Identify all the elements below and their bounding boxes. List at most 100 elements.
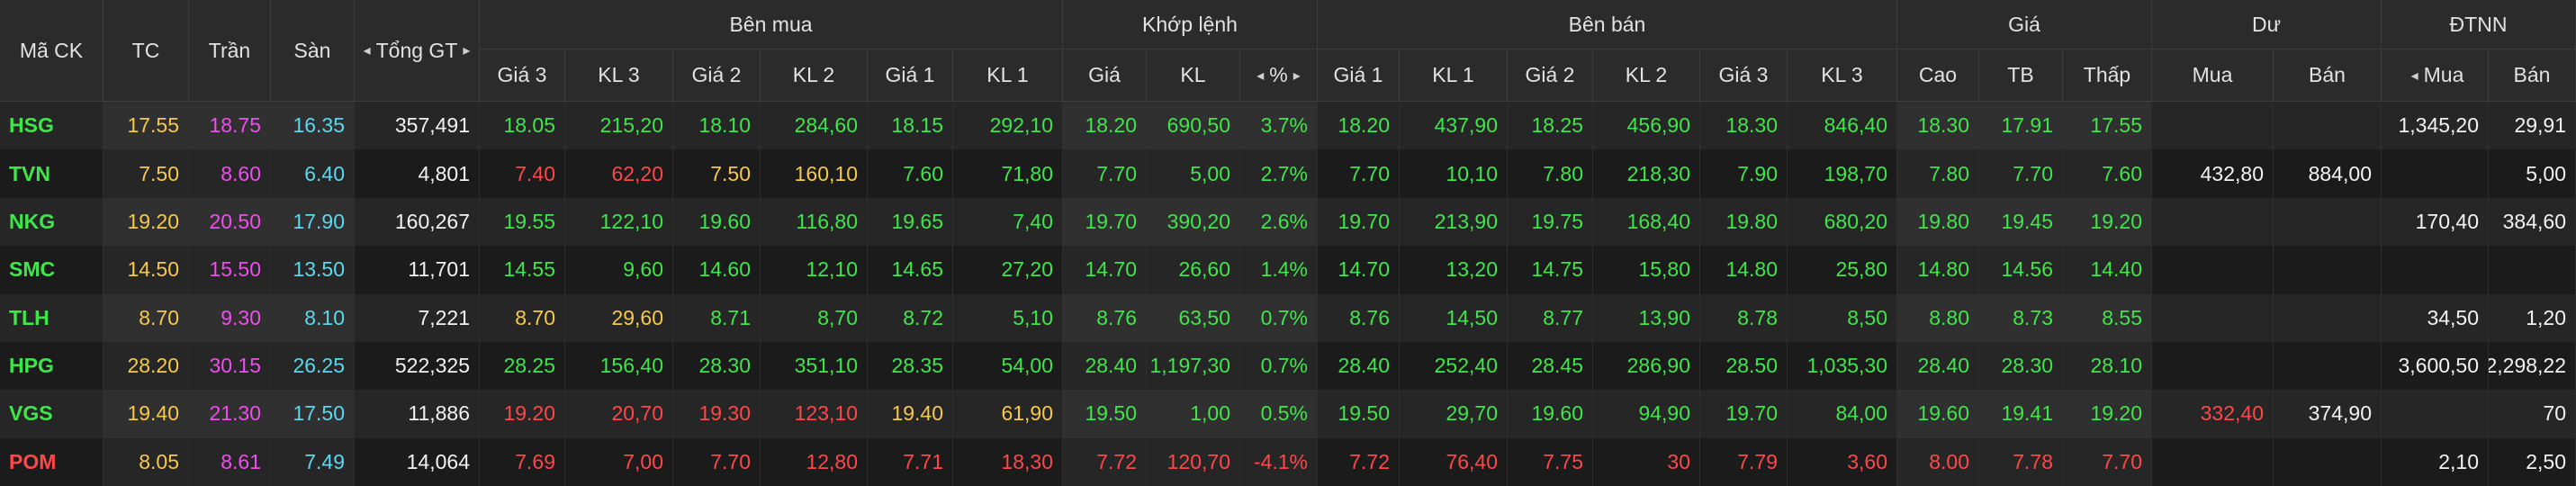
price-cell: 61,90 [953,390,1063,438]
cell-text: 14.55 [503,257,555,282]
scroll-arrow[interactable]: ▸ [463,43,471,58]
price-cell: 19.20 [104,197,189,247]
price-cell: 7.69 [480,437,565,486]
price-cell: 8.73 [1979,293,2063,342]
price-cell: 18,30 [953,437,1063,486]
cell-text: 0.7% [1260,354,1308,378]
price-cell: 28.40 [1063,341,1147,391]
price-cell: 213,90 [1400,197,1508,247]
price-cell: 1,197,30 [1147,341,1240,391]
price-cell: 15.50 [189,246,271,294]
price-cell [2274,437,2382,486]
price-cell: 3,600,50 [2382,341,2489,391]
price-cell: 122,10 [565,197,673,247]
cell-text: 3,600,50 [2398,354,2479,378]
cell-text: 160,267 [394,209,470,233]
price-cell: 9,60 [565,246,673,294]
price-cell: 2.7% [1240,149,1318,198]
cell-text: 19.80 [1725,209,1778,233]
cell-text: 384,60 [2502,209,2566,233]
price-cell: 0.7% [1240,293,1318,342]
price-cell: 846,40 [1788,102,1897,150]
price-cell: 28.30 [1979,341,2063,391]
cell-text: Bên mua [729,12,813,36]
cell-text: 680,20 [1824,209,1887,233]
price-cell: 5,10 [953,293,1063,342]
cell-text: 19.20 [127,209,179,233]
column-header: Giá 2 [673,50,761,102]
column-header: KL 3 [1788,50,1897,102]
cell-text: 19.75 [1531,209,1583,233]
cell-text: 14.50 [127,257,179,282]
price-cell: 116,80 [761,197,868,247]
cell-text: 30 [1667,449,1690,473]
scroll-arrow[interactable]: ◂ [2410,68,2418,84]
cell-text: 170,40 [2415,209,2479,233]
cell-text: 19.60 [698,209,751,233]
group-header: Bên mua [480,0,1063,50]
column-header: TC [104,0,189,102]
price-cell: 28.50 [1700,341,1788,391]
cell-text: 34,50 [2427,305,2479,329]
price-cell: 14.50 [104,246,189,294]
cell-text: 5,00 [1190,161,1230,185]
cell-text: KL 1 [986,63,1029,86]
price-cell: 2,298,22 [2489,341,2576,391]
cell-text: 8.71 [710,305,751,329]
price-cell: 120,70 [1147,437,1240,486]
cell-text: 1,00 [1190,401,1230,426]
column-header: ◂ Tổng GT ▸ [355,0,480,102]
column-header: KL [1147,50,1240,102]
symbol: HPG [0,341,104,391]
cell-text: KL 1 [1432,63,1474,86]
price-cell: 19.70 [1318,197,1400,247]
cell-text: 27,20 [1001,257,1053,282]
cell-text: 17.91 [2001,113,2053,138]
price-cell: 14.65 [868,246,953,294]
price-cell [2152,437,2274,486]
price-cell: 18.30 [1700,102,1788,150]
price-cell: 3,60 [1788,437,1897,486]
price-cell: 1.4% [1240,246,1318,294]
cell-text: 2.6% [1260,209,1308,233]
price-cell: 14,50 [1400,293,1508,342]
price-cell: 5,00 [2489,149,2576,198]
symbol: TVN [0,149,104,198]
cell-text: 19.41 [2001,401,2053,426]
cell-text: 19.45 [2001,209,2053,233]
cell-text: 94,90 [1638,401,1690,426]
cell-text: 20,70 [611,401,663,426]
price-cell: 19.60 [673,197,761,247]
scroll-arrow[interactable]: ▸ [1293,68,1301,84]
scroll-arrow[interactable]: ◂ [1256,68,1265,84]
price-cell: 7.40 [480,149,565,198]
price-cell: 26.25 [271,341,355,391]
cell-text: 292,10 [989,113,1053,138]
scroll-arrow[interactable]: ◂ [363,43,371,58]
price-cell: 29,91 [2489,102,2576,150]
cell-text: 7.70 [1096,161,1137,185]
cell-text: Thấp [2083,63,2131,86]
symbol: POM [0,437,104,486]
price-cell: 28.40 [1318,341,1400,391]
price-cell: 19.20 [480,390,565,438]
price-cell: 7.49 [271,437,355,486]
cell-text: 8.78 [1737,305,1778,329]
cell-text: 19.40 [127,401,179,426]
price-cell: 13,20 [1400,246,1508,294]
price-cell: 2,50 [2489,437,2576,486]
price-cell: 7,40 [953,197,1063,247]
cell-text: 7.75 [1543,449,1583,473]
price-cell [2152,102,2274,150]
cell-text: 7.50 [710,161,751,185]
price-cell: 123,10 [761,390,868,438]
cell-text: Giá [1088,63,1121,86]
cell-text: 0.5% [1260,401,1308,426]
price-cell: 7.90 [1700,149,1788,198]
cell-text: 8.70 [139,305,179,329]
price-cell: 12,80 [761,437,868,486]
price-cell: 8,50 [1788,293,1897,342]
cell-text: 846,40 [1824,113,1887,138]
cell-text: 2,10 [2438,449,2479,473]
